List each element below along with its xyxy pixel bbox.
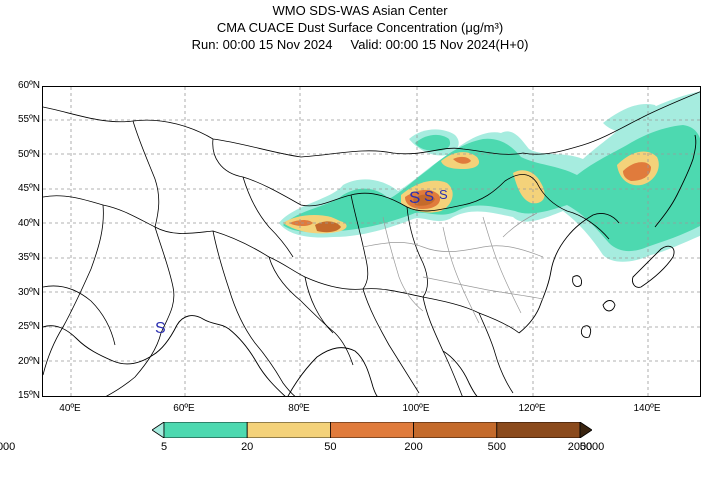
- dust-symbol: S: [409, 188, 420, 207]
- lon-label-60: 60ºE: [173, 403, 195, 414]
- colorbar-segment: [413, 422, 498, 438]
- lon-label-120: 120ºE: [518, 403, 546, 414]
- lat-label-50: 50ºN: [18, 149, 40, 160]
- colorbar-label: 500: [487, 441, 506, 453]
- map-panel: S S S S: [42, 86, 701, 397]
- colorbar: [152, 422, 592, 438]
- lon-label-80: 80ºE: [288, 403, 310, 414]
- colorbar-label: 50: [324, 441, 337, 453]
- title-line3: Run: 00:00 15 Nov 2024 Valid: 00:00 15 No…: [0, 37, 720, 53]
- colorbar-graphic: [152, 422, 592, 438]
- lat-label-45: 45ºN: [18, 183, 40, 194]
- dust-symbol: S: [155, 320, 166, 337]
- coastlines: [43, 134, 697, 396]
- dust-symbols: S S S S: [155, 187, 448, 337]
- country-borders: [43, 91, 700, 396]
- colorbar-segment: [246, 422, 331, 438]
- lat-label-55: 55ºN: [18, 114, 40, 125]
- colorbar-label: 200: [404, 441, 423, 453]
- colorbar-label: 5000: [579, 441, 605, 453]
- valid-time: Valid: 00:00 15 Nov 2024(H+0): [350, 37, 529, 52]
- lat-label-40: 40ºN: [18, 218, 40, 229]
- colorbar-label: 5: [160, 441, 168, 453]
- lon-label-40: 40ºE: [59, 403, 81, 414]
- title-line1: WMO SDS-WAS Asian Center: [272, 3, 448, 18]
- lat-label-35: 35ºN: [18, 252, 40, 263]
- province-lines: [362, 212, 544, 324]
- dust-level-20-50: [283, 125, 700, 252]
- colorbar-label: 20: [241, 441, 254, 453]
- lon-label-140: 140ºE: [633, 403, 661, 414]
- lat-label-15: 15ºN: [18, 390, 40, 401]
- lat-label-25: 25ºN: [18, 321, 40, 332]
- title-line2: CMA CUACE Dust Surface Concentration (μg…: [216, 20, 504, 35]
- colorbar-segment: [163, 422, 248, 438]
- colorbar-segment: [579, 422, 592, 438]
- run-time: Run: 00:00 15 Nov 2024: [191, 37, 333, 52]
- dust-map: S S S S: [43, 87, 700, 396]
- colorbar-label: 2000: [567, 441, 593, 453]
- lon-label-100: 100ºE: [402, 403, 430, 414]
- dust-symbol: S: [424, 188, 434, 205]
- dust-symbol: S: [439, 187, 448, 202]
- lat-label-20: 20ºN: [18, 356, 40, 367]
- colorbar-segment: [329, 422, 414, 438]
- colorbar-segment: [152, 422, 165, 438]
- lat-label-30: 30ºN: [18, 287, 40, 298]
- dust-level-500-2000: [315, 194, 435, 233]
- colorbar-label: 20000: [0, 441, 16, 453]
- colorbar-segment: [496, 422, 581, 438]
- lat-label-60: 60ºN: [18, 80, 40, 91]
